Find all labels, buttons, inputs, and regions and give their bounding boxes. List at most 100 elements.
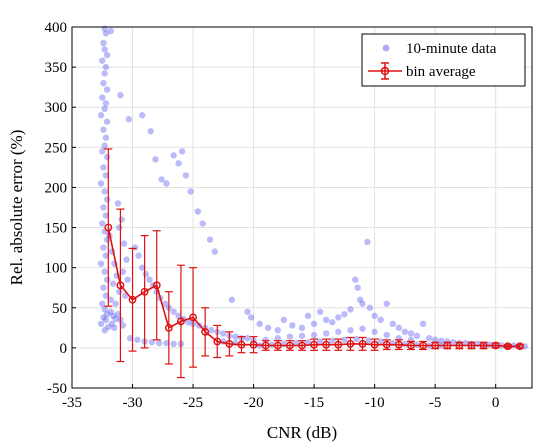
x-tick-label: 0 — [492, 395, 500, 411]
y-tick-label: 300 — [45, 100, 68, 116]
bin-average-marker — [455, 341, 464, 350]
scatter-point — [116, 224, 123, 231]
y-tick-label: 100 — [45, 261, 68, 277]
y-tick-label: 50 — [52, 301, 67, 317]
scatter-point — [185, 319, 192, 326]
scatter-point — [256, 320, 263, 328]
scatter-point — [100, 244, 107, 251]
scatter-point — [262, 336, 269, 344]
y-tick-label: 200 — [45, 180, 68, 196]
scatter-point — [316, 338, 324, 345]
bin-average-marker — [189, 313, 197, 322]
scatter-point — [182, 172, 189, 179]
scatter-point — [102, 212, 110, 219]
bin-average-marker — [249, 340, 258, 349]
bin-average-marker — [164, 323, 173, 332]
scatter-point — [134, 336, 141, 344]
scatter-point — [109, 280, 117, 287]
scatter-point — [341, 310, 348, 318]
scatter-point — [364, 238, 371, 246]
y-tick-label: 400 — [45, 20, 68, 36]
scatter-point — [280, 316, 288, 324]
scatter-point — [335, 314, 342, 321]
x-tick-label: -5 — [429, 395, 442, 411]
y-tick-label: 150 — [45, 221, 68, 237]
scatter-point — [155, 339, 163, 347]
scatter-point — [139, 264, 146, 271]
y-tick-label: 350 — [45, 60, 68, 76]
scatter-point — [232, 333, 239, 340]
scatter-point — [359, 325, 366, 332]
scatter-point — [371, 328, 378, 336]
scatter-point — [329, 319, 336, 326]
scatter-point — [109, 312, 117, 319]
y-tick-label: 250 — [45, 140, 68, 156]
scatter-point — [286, 333, 294, 340]
scatter-point — [100, 204, 107, 211]
scatter-point — [100, 79, 107, 87]
scatter-point — [407, 330, 415, 337]
scatter-point — [383, 331, 390, 339]
scatter-point — [365, 337, 372, 344]
scatter-point — [335, 328, 342, 336]
scatter-point — [163, 339, 170, 347]
scatter-point — [142, 270, 150, 278]
scatter-point — [431, 336, 439, 344]
bin-average-marker — [407, 341, 415, 350]
scatter-point — [101, 46, 108, 53]
scatter-point — [97, 180, 105, 187]
y-axis-label: Rel. absolute error (%) — [7, 130, 26, 286]
scatter-point — [356, 296, 364, 303]
scatter-point — [114, 310, 122, 318]
scatter-point — [450, 339, 457, 346]
scatter-point — [377, 338, 384, 345]
scatter-point — [102, 134, 110, 141]
scatter-point — [97, 320, 105, 328]
scatter-point — [101, 105, 108, 113]
scatter-point — [298, 324, 306, 332]
bin-average-marker — [273, 341, 282, 350]
bin-average-marker — [443, 341, 452, 350]
scatter-point — [247, 314, 255, 321]
scatter-point — [298, 332, 306, 340]
bin-average-marker — [225, 339, 234, 348]
scatter-point — [425, 335, 433, 342]
scatter-point — [395, 324, 403, 332]
y-tick-label: -50 — [47, 381, 67, 397]
scatter-point — [101, 188, 108, 195]
scatter-point — [103, 310, 111, 318]
bin-average-marker — [213, 337, 222, 346]
legend-scatter-marker — [382, 44, 390, 52]
bin-average-marker — [503, 342, 512, 351]
bin-average-marker — [346, 339, 355, 348]
scatter-point — [292, 339, 300, 347]
legend: 10-minute data bin average — [361, 33, 526, 87]
scatter-point — [341, 336, 348, 344]
scatter-point — [147, 128, 154, 135]
bin-average-marker — [491, 341, 500, 350]
bin-average-marker — [322, 340, 331, 349]
scatter-point — [389, 320, 396, 328]
bin-average-line — [107, 227, 520, 348]
scatter-point — [120, 240, 128, 247]
bin-average-marker — [358, 339, 367, 348]
scatter-point — [228, 296, 235, 303]
scatter-point — [107, 27, 114, 35]
scatter-point — [316, 308, 324, 315]
scatter-point — [125, 116, 133, 123]
y-axis-ticks: -50 0 50 100 150 200 250 300 350 400 — [45, 20, 76, 397]
scatter-point — [146, 276, 153, 283]
scatter-point — [102, 292, 110, 299]
scatter-point — [359, 300, 366, 307]
scatter-point — [112, 315, 119, 323]
scatter-point — [175, 312, 182, 319]
x-axis-label: CNR (dB) — [267, 423, 337, 442]
scatter-point — [108, 320, 116, 328]
scatter-point — [170, 340, 177, 348]
bin-average-marker — [334, 340, 343, 349]
scatter-point — [158, 176, 165, 183]
x-tick-label: -35 — [62, 395, 82, 411]
bin-average-marker — [479, 341, 488, 350]
scatter-point — [114, 200, 122, 207]
